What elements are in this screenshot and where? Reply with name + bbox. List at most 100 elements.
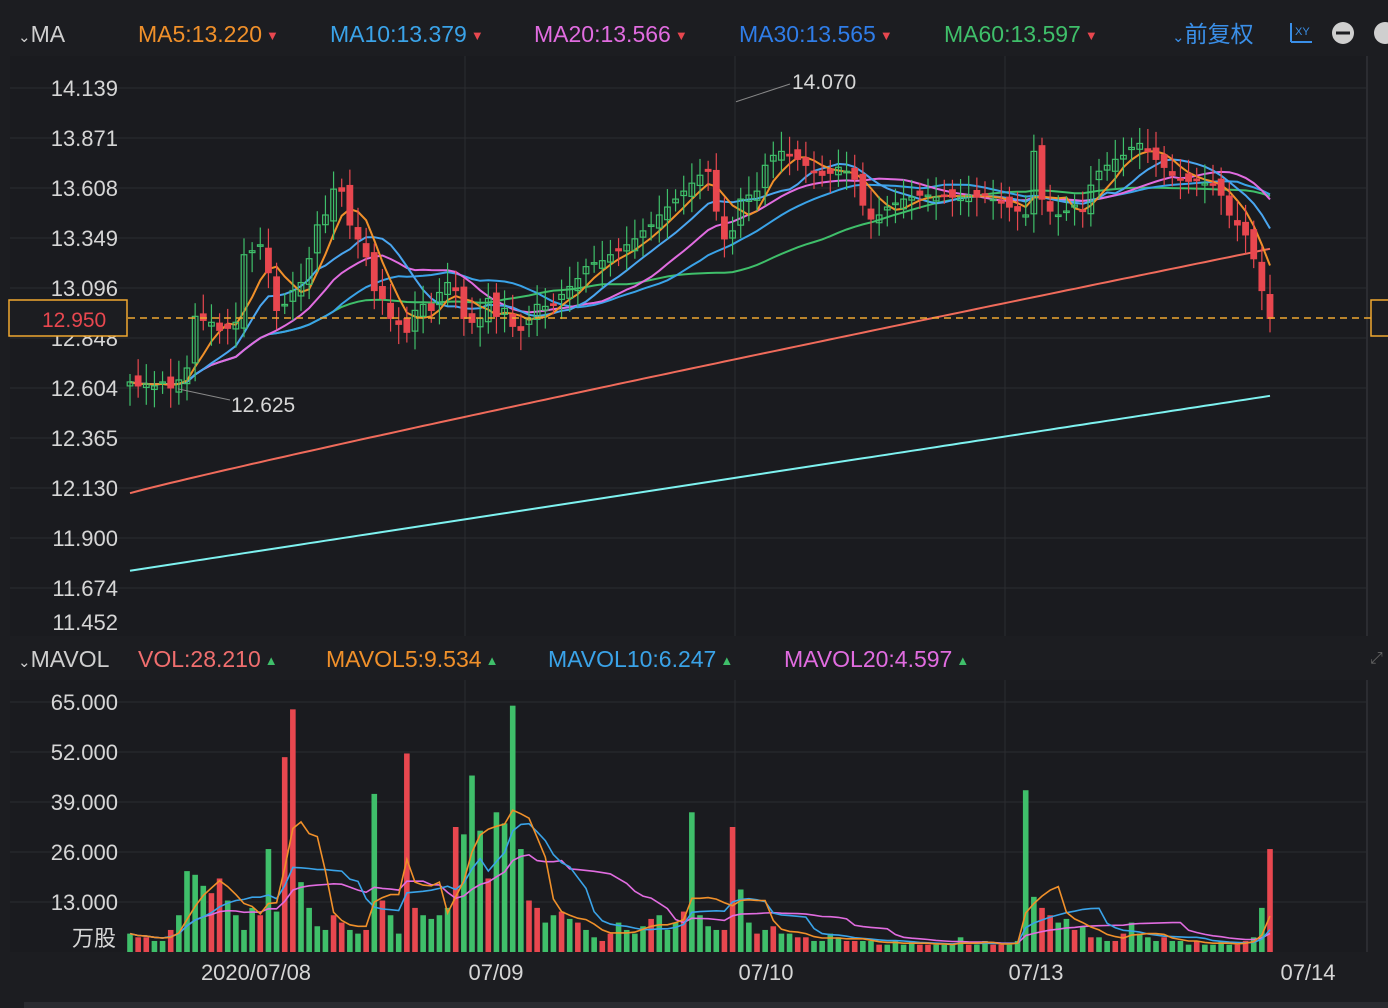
candle xyxy=(338,178,346,207)
candle-body xyxy=(688,182,696,197)
volume-bar xyxy=(656,915,663,952)
candle-body xyxy=(1046,201,1054,212)
candle xyxy=(419,285,427,334)
x-tick-label: 07/09 xyxy=(468,960,523,985)
mavol-toggle[interactable]: ⌄MAVOL xyxy=(18,641,109,677)
xy-axis-icon[interactable]: XY xyxy=(1288,20,1314,46)
candle-body xyxy=(379,286,386,300)
current-price-box xyxy=(8,299,128,337)
candle xyxy=(1201,164,1209,204)
y-tick-label: 13.096 xyxy=(51,276,118,301)
up-triangle-icon: ▲ xyxy=(485,652,499,668)
volume-bar xyxy=(355,933,361,952)
candle xyxy=(566,266,574,312)
candle-body xyxy=(313,224,321,254)
collapse-icon[interactable] xyxy=(1330,20,1356,46)
mavol20-legend: MAVOL20:4.597 ▲ xyxy=(784,646,970,672)
volume-bar xyxy=(306,907,312,952)
volume-bar xyxy=(827,933,834,952)
candle-body xyxy=(224,323,232,329)
more-icon[interactable] xyxy=(1372,20,1388,46)
volume-bar xyxy=(607,933,614,952)
y-tick-label: 13.349 xyxy=(51,226,118,251)
candle xyxy=(1120,137,1127,177)
candle-body xyxy=(370,252,378,292)
candle xyxy=(289,271,297,321)
candle xyxy=(256,227,264,260)
price-panel: 14.070 12.625 14.139 13.871 13.608 13.349 13.… xyxy=(10,56,1368,636)
volume-bar xyxy=(811,940,817,952)
candle xyxy=(1006,186,1013,222)
candle xyxy=(151,371,158,408)
volume-bar xyxy=(1145,937,1151,952)
candle xyxy=(167,358,175,408)
candle xyxy=(1095,158,1103,200)
volume-bar xyxy=(151,940,158,952)
candle xyxy=(550,293,557,315)
candle-body xyxy=(1136,142,1144,150)
down-triangle-icon: ▼ xyxy=(674,27,688,43)
candle-body xyxy=(1079,209,1087,213)
price-chart[interactable]: 14.070 12.625 14.139 13.871 13.608 13.349 13.… xyxy=(10,56,1368,636)
candle-body xyxy=(126,381,134,387)
volume-bar xyxy=(998,944,1005,952)
volume-bar xyxy=(599,940,606,952)
volume-bar xyxy=(957,937,964,952)
candle-body xyxy=(769,154,777,162)
volume-bar xyxy=(184,871,190,952)
volume-bar xyxy=(1031,896,1037,952)
candle-body xyxy=(989,198,997,202)
x-tick-label: 07/13 xyxy=(1008,960,1063,985)
candle-body xyxy=(330,188,337,222)
volume-chart[interactable]: 65.000 52.000 39.000 26.000 13.000 万股 xyxy=(10,680,1368,952)
candle-body xyxy=(191,315,199,364)
volume-bar xyxy=(884,944,891,952)
candle xyxy=(501,290,508,333)
volume-bar xyxy=(794,937,801,952)
volume-bar xyxy=(762,929,768,952)
volume-bar xyxy=(786,933,793,952)
candle-body xyxy=(199,313,207,321)
volume-bar xyxy=(1242,940,1249,952)
candle xyxy=(1217,167,1225,215)
candle-body xyxy=(541,305,549,311)
candle-body xyxy=(167,376,175,389)
volume-bar xyxy=(925,944,931,952)
candle-body xyxy=(501,307,508,315)
volume-bar xyxy=(1202,944,1208,952)
candle xyxy=(411,291,419,350)
candle xyxy=(1071,194,1078,226)
candle-body xyxy=(338,187,346,192)
volume-bar xyxy=(1006,944,1013,952)
candle xyxy=(615,238,622,267)
candle-body xyxy=(452,287,460,292)
volume-bar xyxy=(1169,940,1176,952)
candle xyxy=(590,245,598,273)
candle-body xyxy=(1250,229,1258,260)
volume-bar xyxy=(1250,937,1257,952)
ma-toggle[interactable]: ⌄MA xyxy=(18,16,65,52)
candle-body xyxy=(517,326,525,331)
volume-bar xyxy=(127,933,133,952)
candle xyxy=(216,313,223,344)
volume-panel: 65.000 52.000 39.000 26.000 13.000 万股 xyxy=(10,680,1368,952)
candle-body xyxy=(419,303,427,317)
candle xyxy=(1111,139,1119,190)
candle xyxy=(558,279,565,320)
candle xyxy=(631,219,639,259)
candle xyxy=(248,242,256,273)
candle xyxy=(704,160,712,191)
expand-icon[interactable]: ⤢ xyxy=(1370,650,1383,667)
adjust-dropdown[interactable]: ⌄前复权 xyxy=(1172,16,1254,52)
candle-body xyxy=(1128,146,1135,151)
candle-body xyxy=(615,248,622,252)
candle xyxy=(191,303,199,382)
candle xyxy=(387,283,394,332)
candle xyxy=(330,171,337,240)
candle xyxy=(761,153,769,206)
volume-bar xyxy=(721,929,728,952)
candle-body xyxy=(509,313,517,327)
candle xyxy=(712,153,720,221)
candle xyxy=(664,189,671,240)
candle xyxy=(639,218,647,257)
